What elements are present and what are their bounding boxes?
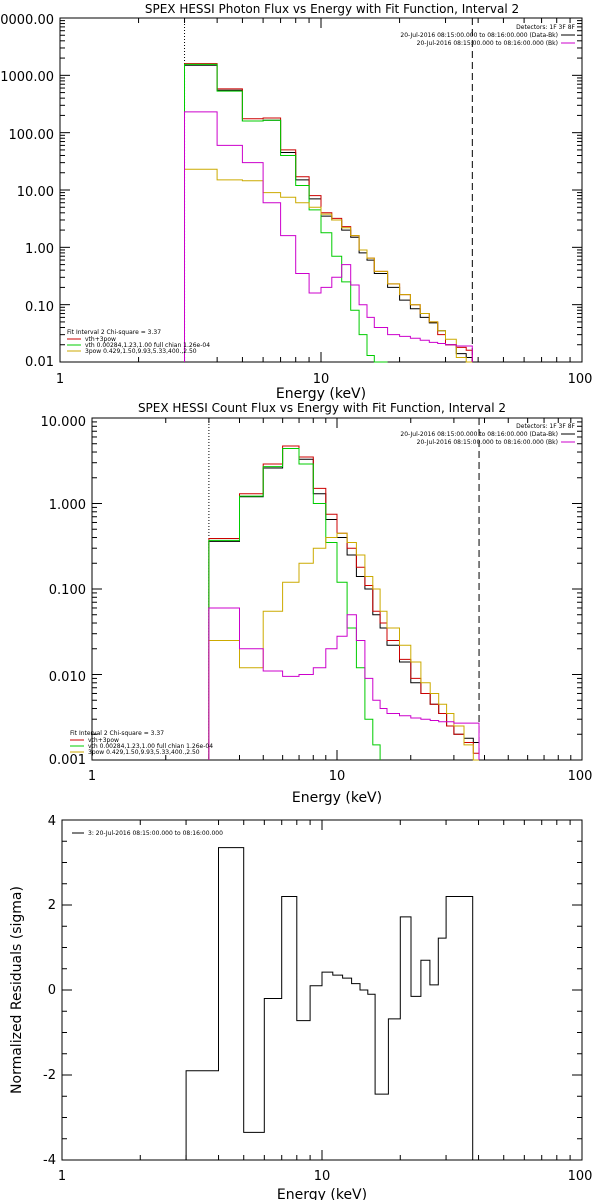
legend-header: Fit Interval 2 Chi-square = 3.37 [67, 329, 161, 336]
count-flux-ticks [91, 417, 583, 761]
residuals-plot-frame [61, 819, 583, 1161]
series-bk [184, 111, 473, 362]
count-flux-x-tick-labels: 1 10 100 [88, 769, 593, 784]
residuals-y-tick-label: -4 [43, 1153, 56, 1168]
series-3-20-jul-2016-08-15-00-000-to-08-16-00-000 [185, 847, 474, 1160]
count-flux-y-tick-label: 0.001 [49, 753, 86, 768]
legend-entry-label: vth+3pow [85, 336, 116, 343]
legend-entry-label: 3pow 0.429,1.50,9.93,5.33,400.,2.50 [88, 749, 200, 756]
count-flux-title: SPEX HESSI Count Flux vs Energy with Fit… [138, 401, 506, 415]
series-vth [208, 448, 381, 760]
count-flux-plot-frame [91, 417, 583, 761]
residuals-series [185, 847, 474, 1160]
series-3pow [208, 532, 479, 761]
count-flux-y-tick-label: 10.000 [41, 415, 87, 430]
photon-flux-y-tick-label: 0.01 [25, 355, 54, 370]
count-flux-legend-right: Detectors: 1F 3F 8F 20-Jul-2016 08:15:00… [400, 423, 575, 446]
count-flux-x-tick-label: 100 [568, 769, 593, 784]
count-flux-series [208, 418, 480, 761]
legend-header: Detectors: 1F 3F 8F [516, 24, 575, 31]
legend-header: Fit Interval 2 Chi-square = 3.37 [70, 730, 164, 737]
legend-header: Detectors: 1F 3F 8F [516, 423, 575, 430]
photon-flux-legend-right: Detectors: 1F 3F 8F 20-Jul-2016 08:15:00… [400, 24, 575, 47]
series-bk [208, 607, 480, 760]
series-vth-3pow [208, 445, 480, 760]
legend-entry-label: 20-Jul-2016 08:15:00.000 to 08:16:00.000… [417, 40, 558, 47]
count-flux-legend-left: Fit Interval 2 Chi-square = 3.37 vth+3po… [70, 730, 213, 756]
legend-entry-label: vth 0.00284,1.23,1.00 full chian 1.26e-0… [88, 743, 213, 750]
photon-flux-y-tick-label: 0.10 [25, 300, 54, 315]
residuals-panel: -4 -2 0 2 4 1 10 100 Energy (keV) Normal… [9, 814, 592, 1200]
residuals-legend: 3: 20-Jul-2016 08:15:00.000 to 08:16:00.… [72, 830, 223, 837]
legend-entry-label: vth 0.00284,1.23,1.00 full chian 1.26e-0… [85, 342, 210, 349]
residuals-y-tick-label: 4 [48, 814, 56, 829]
count-flux-panel: SPEX HESSI Count Flux vs Energy with Fit… [41, 401, 593, 806]
residuals-x-tick-label: 1 [58, 1169, 66, 1184]
legend-entry-label: 3: 20-Jul-2016 08:15:00.000 to 08:16:00.… [88, 830, 223, 837]
count-flux-x-axis-label: Energy (keV) [292, 790, 382, 806]
photon-flux-y-tick-label: 100.00 [9, 128, 55, 143]
count-flux-x-tick-label: 10 [329, 769, 346, 784]
residuals-x-axis-label: Energy (keV) [277, 1187, 367, 1200]
residuals-x-tick-label: 100 [568, 1169, 593, 1184]
photon-flux-y-tick-labels: 0.01 0.10 1.00 10.00 100.00 1000.00 1000… [0, 13, 54, 370]
photon-flux-plot-frame [59, 17, 583, 363]
count-flux-y-tick-label: 0.100 [49, 583, 86, 598]
photon-flux-ticks [59, 17, 583, 363]
photon-flux-series [184, 18, 473, 363]
count-flux-y-tick-label: 1.000 [49, 498, 86, 513]
legend-entry-label: 20-Jul-2016 08:15:00.000 to 08:16:00.000… [417, 439, 558, 446]
residuals-x-tick-label: 10 [314, 1169, 331, 1184]
residuals-y-tick-label: 2 [48, 898, 56, 913]
legend-entry-label: 20-Jul-2016 08:15:00.000 to 08:16:00.000… [400, 32, 558, 39]
count-flux-y-tick-labels: 0.001 0.010 0.100 1.000 10.000 [41, 415, 87, 768]
count-flux-x-tick-label: 1 [88, 769, 96, 784]
legend-entry-label: 3pow 0.429,1.50,9.93,5.33,400.,2.50 [85, 348, 197, 355]
series-vth [184, 63, 388, 363]
photon-flux-x-tick-label: 1 [56, 372, 64, 387]
count-flux-y-tick-label: 0.010 [49, 670, 86, 685]
photon-flux-y-tick-label: 1.00 [25, 242, 54, 257]
photon-flux-y-tick-label: 10000.00 [0, 13, 54, 28]
photon-flux-legend-left: Fit Interval 2 Chi-square = 3.37 vth+3po… [67, 329, 210, 355]
residuals-y-axis-label: Normalized Residuals (sigma) [9, 886, 25, 1094]
photon-flux-panel: SPEX HESSI Photon Flux vs Energy with Fi… [0, 2, 592, 402]
residuals-ticks [61, 819, 583, 1161]
photon-flux-title: SPEX HESSI Photon Flux vs Energy with Fi… [145, 2, 519, 16]
photon-flux-x-tick-label: 10 [313, 372, 330, 387]
photon-flux-x-tick-labels: 1 10 100 [56, 372, 593, 387]
series-3pow [184, 168, 473, 363]
photon-flux-y-tick-label: 1000.00 [0, 70, 54, 85]
residuals-y-tick-label: 0 [48, 983, 56, 998]
residuals-y-tick-labels: -4 -2 0 2 4 [43, 814, 56, 1168]
legend-entry-label: 20-Jul-2016 08:15:00.000 to 08:16:00.000… [400, 431, 558, 438]
legend-entry-label: vth+3pow [88, 737, 119, 744]
photon-flux-y-tick-label: 10.00 [17, 185, 54, 200]
residuals-x-tick-labels: 1 10 100 [58, 1169, 593, 1184]
photon-flux-x-axis-label: Energy (keV) [276, 386, 366, 402]
residuals-y-tick-label: -2 [43, 1068, 56, 1083]
photon-flux-x-tick-label: 100 [568, 372, 593, 387]
